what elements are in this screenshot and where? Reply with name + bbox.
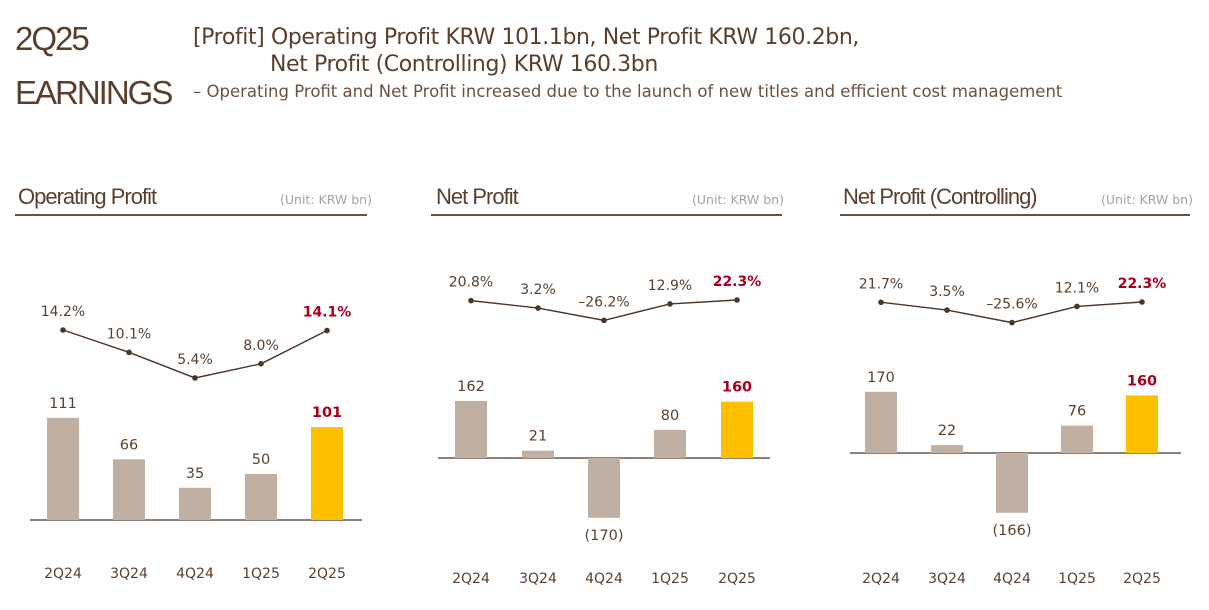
net-profit-unit: (Unit: KRW bn) xyxy=(692,192,784,207)
bar-2q25 xyxy=(311,427,343,520)
bar-2q24 xyxy=(455,400,487,458)
bar-value-label: 162 xyxy=(457,379,485,395)
quarter-badge: 2Q25 xyxy=(15,20,90,57)
margin-point xyxy=(1139,299,1145,305)
margin-point xyxy=(468,297,474,304)
bar-value-label: 160 xyxy=(722,380,752,396)
margin-point xyxy=(535,305,541,311)
margin-point xyxy=(667,301,673,307)
margin-point xyxy=(601,317,607,324)
category-label: 1Q25 xyxy=(242,566,280,582)
operating-profit-title: Operating Profit xyxy=(18,184,157,209)
net-profit-title: Net Profit xyxy=(436,184,519,209)
category-label: 4Q24 xyxy=(176,566,214,582)
category-label: 2Q24 xyxy=(44,566,82,582)
headline-line2: Net Profit (Controlling) KRW 160.3bn xyxy=(270,52,658,77)
bar-4q24 xyxy=(996,453,1028,513)
bar-1q25 xyxy=(1061,425,1093,453)
bar-4q24 xyxy=(588,458,620,518)
bar-1q25 xyxy=(245,474,277,520)
margin-point xyxy=(734,297,740,303)
margin-point xyxy=(878,299,884,306)
bar-3q24 xyxy=(522,450,554,458)
bar-value-label: 21 xyxy=(529,429,547,445)
bar-value-label: 66 xyxy=(120,437,138,453)
margin-label: 12.1% xyxy=(1055,280,1099,296)
margin-label: 8.0% xyxy=(243,338,279,354)
margin-label: –26.2% xyxy=(578,294,629,310)
net-profit-controlling-title: Net Profit (Controlling) xyxy=(843,184,1038,209)
operating-profit-rule xyxy=(15,214,367,216)
margin-point xyxy=(60,327,66,333)
bar-value-label: 80 xyxy=(661,408,679,424)
bar-value-label: 76 xyxy=(1068,404,1086,420)
category-label: 1Q25 xyxy=(651,571,689,587)
bar-value-label: 170 xyxy=(867,370,895,386)
margin-label: 22.3% xyxy=(713,274,762,290)
margin-label: 20.8% xyxy=(449,275,493,291)
margin-label: 12.9% xyxy=(648,278,692,294)
net-profit-rule xyxy=(431,214,782,216)
category-label: 4Q24 xyxy=(585,571,623,587)
margin-point xyxy=(324,327,330,334)
bar-value-label: 35 xyxy=(186,466,204,482)
margin-point xyxy=(126,349,132,356)
category-label: 2Q24 xyxy=(862,571,900,587)
margin-label: 3.2% xyxy=(520,282,556,298)
category-label: 3Q24 xyxy=(110,566,148,582)
bar-1q25 xyxy=(654,429,686,458)
margin-label: 10.1% xyxy=(107,326,151,342)
bar-value-label: 101 xyxy=(312,405,342,421)
bar-value-label: 22 xyxy=(938,423,956,439)
operating-profit-unit: (Unit: KRW bn) xyxy=(280,192,372,207)
margin-label: 22.3% xyxy=(1118,276,1167,292)
margin-point xyxy=(192,375,198,381)
category-label: 3Q24 xyxy=(928,571,966,587)
bar-3q24 xyxy=(113,459,145,520)
earnings-badge: EARNINGS xyxy=(15,74,173,111)
category-label: 2Q24 xyxy=(452,571,490,587)
category-label: 2Q25 xyxy=(308,566,346,582)
headline-line1: [Profit] Operating Profit KRW 101.1bn, N… xyxy=(193,25,859,50)
margin-point xyxy=(1074,303,1080,310)
bar-value-label: 111 xyxy=(49,396,77,412)
margin-label: –25.6% xyxy=(986,297,1037,313)
bar-value-label: (170) xyxy=(585,528,624,544)
bar-value-label: 160 xyxy=(1127,373,1157,389)
subtitle: – Operating Profit and Net Profit increa… xyxy=(193,82,1063,101)
bar-2q25 xyxy=(1126,395,1158,453)
net-profit-controlling-rule xyxy=(840,214,1190,216)
category-label: 2Q25 xyxy=(718,571,756,587)
category-label: 3Q24 xyxy=(519,571,557,587)
margin-point xyxy=(944,307,950,313)
bar-value-label: 50 xyxy=(252,452,270,468)
category-label: 2Q25 xyxy=(1123,571,1161,587)
margin-label: 14.2% xyxy=(41,304,85,320)
net-profit-controlling-unit: (Unit: KRW bn) xyxy=(1101,192,1193,207)
margin-label: 14.1% xyxy=(303,305,352,321)
bar-2q24 xyxy=(47,417,79,520)
margin-point xyxy=(258,360,264,367)
bar-2q24 xyxy=(865,391,897,453)
margin-point xyxy=(1009,319,1015,326)
category-label: 1Q25 xyxy=(1058,571,1096,587)
margin-label: 5.4% xyxy=(177,352,213,368)
margin-label: 3.5% xyxy=(929,284,965,300)
bar-2q25 xyxy=(721,401,753,458)
category-label: 4Q24 xyxy=(993,571,1031,587)
bar-4q24 xyxy=(179,487,211,520)
margin-label: 21.7% xyxy=(859,276,903,292)
bar-value-label: (166) xyxy=(993,523,1032,539)
bar-3q24 xyxy=(931,445,963,453)
